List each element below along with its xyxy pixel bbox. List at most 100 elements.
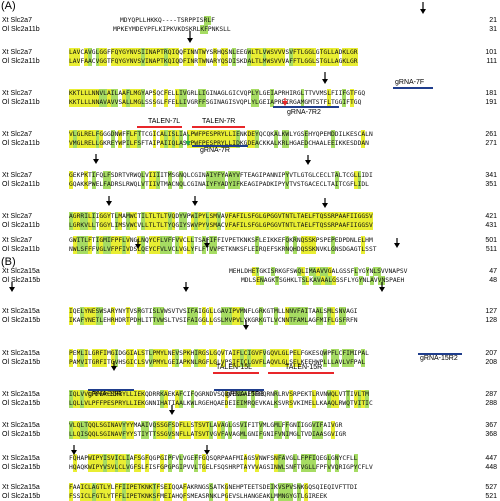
sequence-name: Xt Slc2a15a — [2, 455, 40, 462]
sequence-residues: LGRKVLLTGGYLIMSVWCVLLTLTLTYQGIYSWVPYVSMA… — [69, 221, 373, 230]
sequence-position: 501 — [485, 237, 497, 244]
sequence-name: Xt Slc2a7 — [2, 90, 32, 97]
sequence-position: 21 — [489, 17, 497, 24]
alignment-row: Ol Slc2a11b LAVFAACVGGTFQYGYNVSVINAPTKQIQ… — [0, 57, 500, 66]
sequence-position: 288 — [485, 400, 497, 407]
sequence-name: Xt Slc2a7 — [2, 131, 32, 138]
alignment-row: Ol Slc2a15b PAMVITGRFITGVHSGICLSVVPMYLGEI… — [0, 358, 500, 367]
sequence-position: 351 — [485, 181, 497, 188]
alignment-row: Ol Slc2a11b NWLSFFFVGLVFPFIVDSLQEYCFVLVCL… — [0, 245, 500, 254]
intron-arrow-icon — [305, 155, 311, 165]
sequence-name: Ol Slc2a15b — [2, 464, 41, 471]
intron-arrow-icon — [204, 445, 210, 455]
sequence-position: 48 — [489, 277, 497, 284]
alignment-row: Xt Slc2a15a IQLVVLPFFPESPRYLLIEKQDRRKAEKA… — [0, 390, 500, 399]
sequence-name: Ol Slc2a11b — [2, 26, 40, 33]
alignment-row: Ol Slc2a15b HQAQKWIPYVSVLCLVGFSLFISFGPGPG… — [0, 463, 500, 472]
alignment-row: Ol Slc2a15b MDLSENAGKTSGHKLTSLKAVAALGSSFL… — [0, 276, 500, 285]
intron-arrow-icon — [169, 405, 175, 415]
sequence-residues: LAVCAVGLGGFFQYGYNVSIINAPTRQIQQFINNTWYSRH… — [69, 48, 358, 57]
intron-arrow-icon — [183, 282, 189, 292]
intron-arrow-icon — [282, 98, 288, 106]
alignment-row: Ol Slc2a11b GQAKKPWELFADRSLRWQLVTIIVTMACN… — [0, 180, 500, 189]
annotation-talen-7l-bar — [137, 126, 182, 128]
sequence-position: 111 — [486, 58, 497, 65]
annotation-talen-7l-label: TALEN-7L — [148, 118, 181, 125]
sequence-name: Xt Slc2a7 — [2, 49, 32, 56]
sequence-residues: MDYQPLLHKKQ----TSRPPISRLF — [120, 16, 215, 25]
annotation-talen-15l-bar — [213, 372, 259, 374]
sequence-residues: HQAQKWIPYVSVLCLVGFSLFISFGPGPGIPVVLTGELFS… — [69, 463, 373, 472]
annotation-grna-15r-label: gRNA-15R — [88, 391, 122, 398]
alignment-row: Ol Slc2a11b KKTLLLNNAVAVVSALLMGLSSSGLFFEL… — [0, 98, 500, 107]
intron-arrow-icon — [204, 238, 210, 248]
sequence-name: Xt Slc2a7 — [2, 172, 32, 179]
sequence-position: 261 — [485, 131, 497, 138]
sequence-name: Xt Slc2a7 — [2, 17, 32, 24]
intron-arrow-icon — [93, 154, 99, 164]
sequence-position: 511 — [485, 246, 497, 253]
sequence-name: Ol Slc2a15b — [2, 359, 41, 366]
sequence-position: 421 — [485, 213, 497, 220]
annotation-grna-7r-bar — [192, 145, 248, 147]
sequence-residues: LLQISQQLSGINAVFYYSTIYTTSSGVSNFLLATSVTVGV… — [69, 430, 347, 439]
sequence-position: 128 — [485, 317, 497, 324]
intron-arrow-icon — [379, 282, 385, 292]
intron-arrow-icon — [9, 282, 15, 292]
sequence-position: 101 — [485, 49, 497, 56]
sequence-position: 447 — [485, 455, 497, 462]
sequence-residues: PEMLILGRFIMGIDGGIALSTLPMYLNEVSPKHIRGSLGQ… — [69, 349, 369, 358]
alignment-row: Xt Slc2a15a FQHAPWIPYISVICLIAFSGFQGPGIPFV… — [0, 454, 500, 463]
sequence-name: Xt Slc2a15a — [2, 422, 40, 429]
annotation-grna-7r2-label: gRNA-7R2 — [287, 109, 321, 116]
alignment-row: Xt Slc2a7 KKTLLLNNVLAILAAFLMGYAPSQCFELLIV… — [0, 89, 500, 98]
sequence-residues: MDLSENAGKTSGHKLTSLKAVAALGSSFLYGYNLAVVNSP… — [241, 276, 405, 285]
alignment-row: Xt Slc2a7 LAVCAVGLGGFFQYGYNVSIINAPTRQIQQF… — [0, 48, 500, 57]
sequence-residues: GQAKKPWELFADRSLRWQLVTIIVTMACNQLCGINAIYFY… — [69, 180, 369, 189]
sequence-residues: PAMVITGRFITGVHSGICLSVVPMYLGEIAPKNLRGFLGL… — [69, 358, 366, 367]
sequence-name: Ol Slc2a15b — [2, 400, 41, 407]
sequence-position: 287 — [485, 391, 497, 398]
intron-arrow-icon — [420, 2, 426, 14]
sequence-name: Ol Slc2a11b — [2, 58, 40, 65]
annotation-talen-7r-label: TALEN-7R — [202, 118, 236, 125]
alignment-row: Xt Slc2a15a IQELYNESWSARYNYTVSRGTISLVWSVT… — [0, 307, 500, 316]
sequence-name: Xt Slc2a7 — [2, 213, 32, 220]
alignment-row: Xt Slc2a15a FAAICLAGTLYLFFIIPETKNKTFSEIQQ… — [0, 483, 500, 492]
sequence-name: Ol Slc2a11b — [2, 99, 40, 106]
sequence-residues: MPKEYMDEYPFLKIPKVKDSKRLKFPNKSLL — [113, 25, 231, 34]
alignment-row: Xt Slc2a15a PEMLILGRFIMGIDGGIALSTLPMYLNEV… — [0, 349, 500, 358]
intron-arrow-icon — [106, 196, 112, 206]
sequence-name: Xt Slc2a15a — [2, 308, 40, 315]
sequence-residues: IQLVVLPFFPESPRYLLIEKQDRRKAEKAFCIFQGRNDVS… — [69, 390, 369, 399]
alignment-row: Ol Slc2a15b LQLLVLPFFPESPRYLLIEKGNNIHATIA… — [0, 399, 500, 408]
sequence-residues: IKAFYNETLEHRHDRTPDHLITTVWSLTVSIFAIGGLLGS… — [69, 316, 358, 325]
annotation-talen-15l-label: TALEN-15L — [216, 364, 253, 371]
sequence-residues: VLGLRELFGGGDNWFFLFTTCGICALISLIALPWFPESPR… — [69, 130, 373, 139]
sequence-name: Ol Slc2a15b — [2, 431, 41, 438]
sequence-position: 208 — [485, 359, 497, 366]
sequence-name: Ol Slc2a15b — [2, 317, 41, 324]
sequence-name: Ol Slc2a15b — [2, 277, 41, 284]
sequence-residues: NWLSFFFVGLVFPFIVDSLQEYCFVLVCLVGLYFLFTVVP… — [69, 245, 377, 254]
sequence-position: 31 — [489, 26, 497, 33]
alignment-row: Xt Slc2a7 GEKPKTIFQLFSDRTVRWQLVIIIITMSGNQ… — [0, 171, 500, 180]
sequence-name: Xt Slc2a7 — [2, 237, 32, 244]
alignment-row: Ol Slc2a15b LLQISQQLSGINAVFYYSTIYTTSSGVSN… — [0, 430, 500, 439]
intron-arrow-icon — [322, 198, 328, 208]
alignment-row: Xt Slc2a7 AGRRILIIGGYTLMAMWCTILTLTLTVQDYV… — [0, 212, 500, 221]
annotation-talen-15r-label: TALEN-15R — [285, 364, 323, 371]
sequence-residues: AGRRILIIGGYTLMAMWCTILTLTLTVQDYVPWIPYLSMV… — [69, 212, 373, 221]
sequence-residues: FQHAPWIPYISVICLIAFSGFQGPGIPFVLVGEFFGQSQR… — [69, 454, 358, 463]
intron-arrow-icon — [111, 361, 117, 371]
sequence-name: Xt Slc2a15a — [2, 484, 40, 491]
sequence-position: 271 — [485, 140, 497, 147]
annotation-grna-7f-label: gRNA-7F — [395, 79, 425, 86]
sequence-position: 367 — [485, 422, 497, 429]
sequence-residues: KKTLLLNNVLAILAAFLMGYAPSQCFELLIVGRLLIGINA… — [69, 89, 366, 98]
sequence-position: 431 — [485, 222, 497, 229]
sequence-name: Xt Slc2a15a — [2, 350, 40, 357]
sequence-residues: MEHLDHETGKISRKGFSWQLIMAAVVGALGSSFLYGYNLS… — [229, 267, 408, 276]
